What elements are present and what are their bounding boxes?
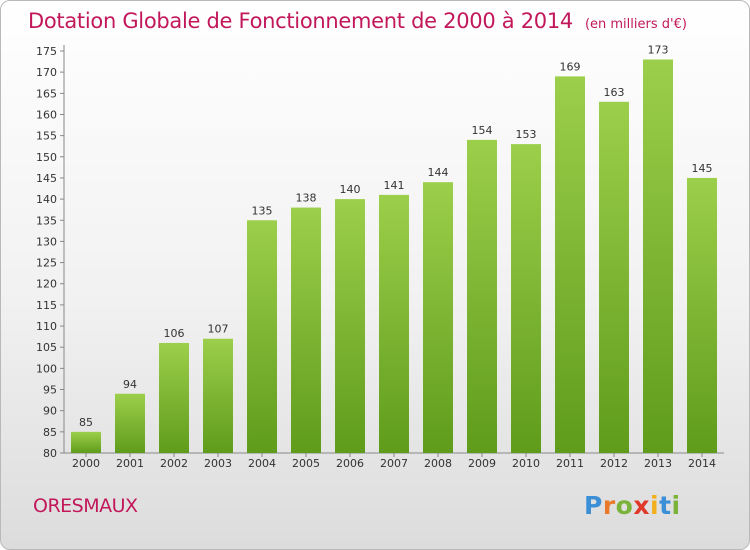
- y-tick-label: 165: [36, 87, 57, 100]
- logo-letter: t: [659, 491, 672, 520]
- bar: [115, 393, 145, 453]
- bar: [379, 194, 409, 453]
- bar-value-label: 144: [428, 166, 449, 179]
- bar: [159, 342, 189, 453]
- x-tick-label: 2004: [248, 457, 276, 470]
- bar-value-label: 173: [648, 43, 669, 56]
- bar: [423, 182, 453, 453]
- bar: [467, 139, 497, 453]
- logo-letter: P: [584, 491, 603, 520]
- bar: [203, 338, 233, 453]
- y-tick-label: 160: [36, 108, 57, 121]
- logo-letter: r: [602, 491, 616, 520]
- bar: [687, 177, 717, 453]
- bar-value-label: 154: [472, 124, 493, 137]
- y-tick-label: 115: [36, 299, 57, 312]
- bar-value-label: 85: [79, 416, 93, 429]
- x-tick-label: 2011: [556, 457, 584, 470]
- bar-value-label: 135: [252, 204, 273, 217]
- bar-value-label: 94: [123, 378, 137, 391]
- bar: [335, 199, 365, 453]
- bar: [291, 207, 321, 453]
- chart-subtitle: (en milliers d'€): [584, 17, 687, 32]
- y-tick-label: 170: [36, 66, 57, 79]
- x-tick-label: 2002: [160, 457, 188, 470]
- y-tick-label: 110: [36, 320, 57, 333]
- x-tick-label: 2007: [380, 457, 408, 470]
- chart-axes: 80 85 90 95 100 105 110 115 120 125 130 135 140 145 15…: [36, 45, 724, 470]
- logo-letter: x: [633, 491, 650, 520]
- bar-value-label: 107: [208, 323, 229, 336]
- bar-value-label: 138: [296, 192, 317, 205]
- logo-letter: i: [650, 491, 660, 520]
- bar: [555, 76, 585, 454]
- y-tick-label: 125: [36, 257, 57, 270]
- y-tick-label: 150: [36, 151, 57, 164]
- y-tick-label: 175: [36, 45, 57, 58]
- x-tick-label: 2012: [600, 457, 628, 470]
- x-tick-label: 2003: [204, 457, 232, 470]
- x-tick-label: 2006: [336, 457, 364, 470]
- commune-name: ORESMAUX: [33, 495, 138, 517]
- y-tick-label: 120: [36, 278, 57, 291]
- y-tick-label: 85: [43, 426, 57, 439]
- x-tick-label: 2013: [644, 457, 672, 470]
- y-tick-label: 155: [36, 130, 57, 143]
- y-tick-label: 105: [36, 341, 57, 354]
- bar: [247, 220, 277, 453]
- bar-value-label: 163: [604, 86, 625, 99]
- y-tick-label: 100: [36, 362, 57, 375]
- y-tick-label: 95: [43, 384, 57, 397]
- logo-letter: i: [671, 491, 681, 520]
- y-tick-label: 90: [43, 405, 57, 418]
- x-tick-label: 2010: [512, 457, 540, 470]
- y-tick-label: 130: [36, 235, 57, 248]
- chart-title-text: Dotation Globale de Fonctionnement de 20…: [28, 9, 573, 33]
- x-tick-label: 2001: [116, 457, 144, 470]
- x-tick-label: 2000: [72, 457, 100, 470]
- x-tick-label: 2014: [688, 457, 716, 470]
- chart-value-labels: 85 94 106 107 135 138 140 141 144 154 153 169 163 173…: [79, 43, 713, 428]
- x-tick-label: 2005: [292, 457, 320, 470]
- y-tick-label: 80: [43, 447, 57, 460]
- logo-letter: o: [615, 491, 634, 520]
- chart-bars: [71, 59, 717, 454]
- y-tick-label: 140: [36, 193, 57, 206]
- bar-value-label: 153: [516, 128, 537, 141]
- bar: [643, 59, 673, 453]
- bar-value-label: 141: [384, 179, 405, 192]
- bar: [511, 144, 541, 454]
- bar-value-label: 169: [560, 60, 581, 73]
- x-tick-label: 2009: [468, 457, 496, 470]
- bar-value-label: 106: [164, 327, 185, 340]
- bar-value-label: 140: [340, 183, 361, 196]
- chart-title: Dotation Globale de Fonctionnement de 20…: [28, 9, 687, 33]
- x-tick-label: 2008: [424, 457, 452, 470]
- bar-value-label: 145: [692, 162, 713, 175]
- y-tick-label: 135: [36, 214, 57, 227]
- bar: [71, 431, 101, 453]
- bar: [599, 101, 629, 454]
- proxiti-logo[interactable]: Proxiti: [584, 491, 681, 520]
- y-tick-label: 145: [36, 172, 57, 185]
